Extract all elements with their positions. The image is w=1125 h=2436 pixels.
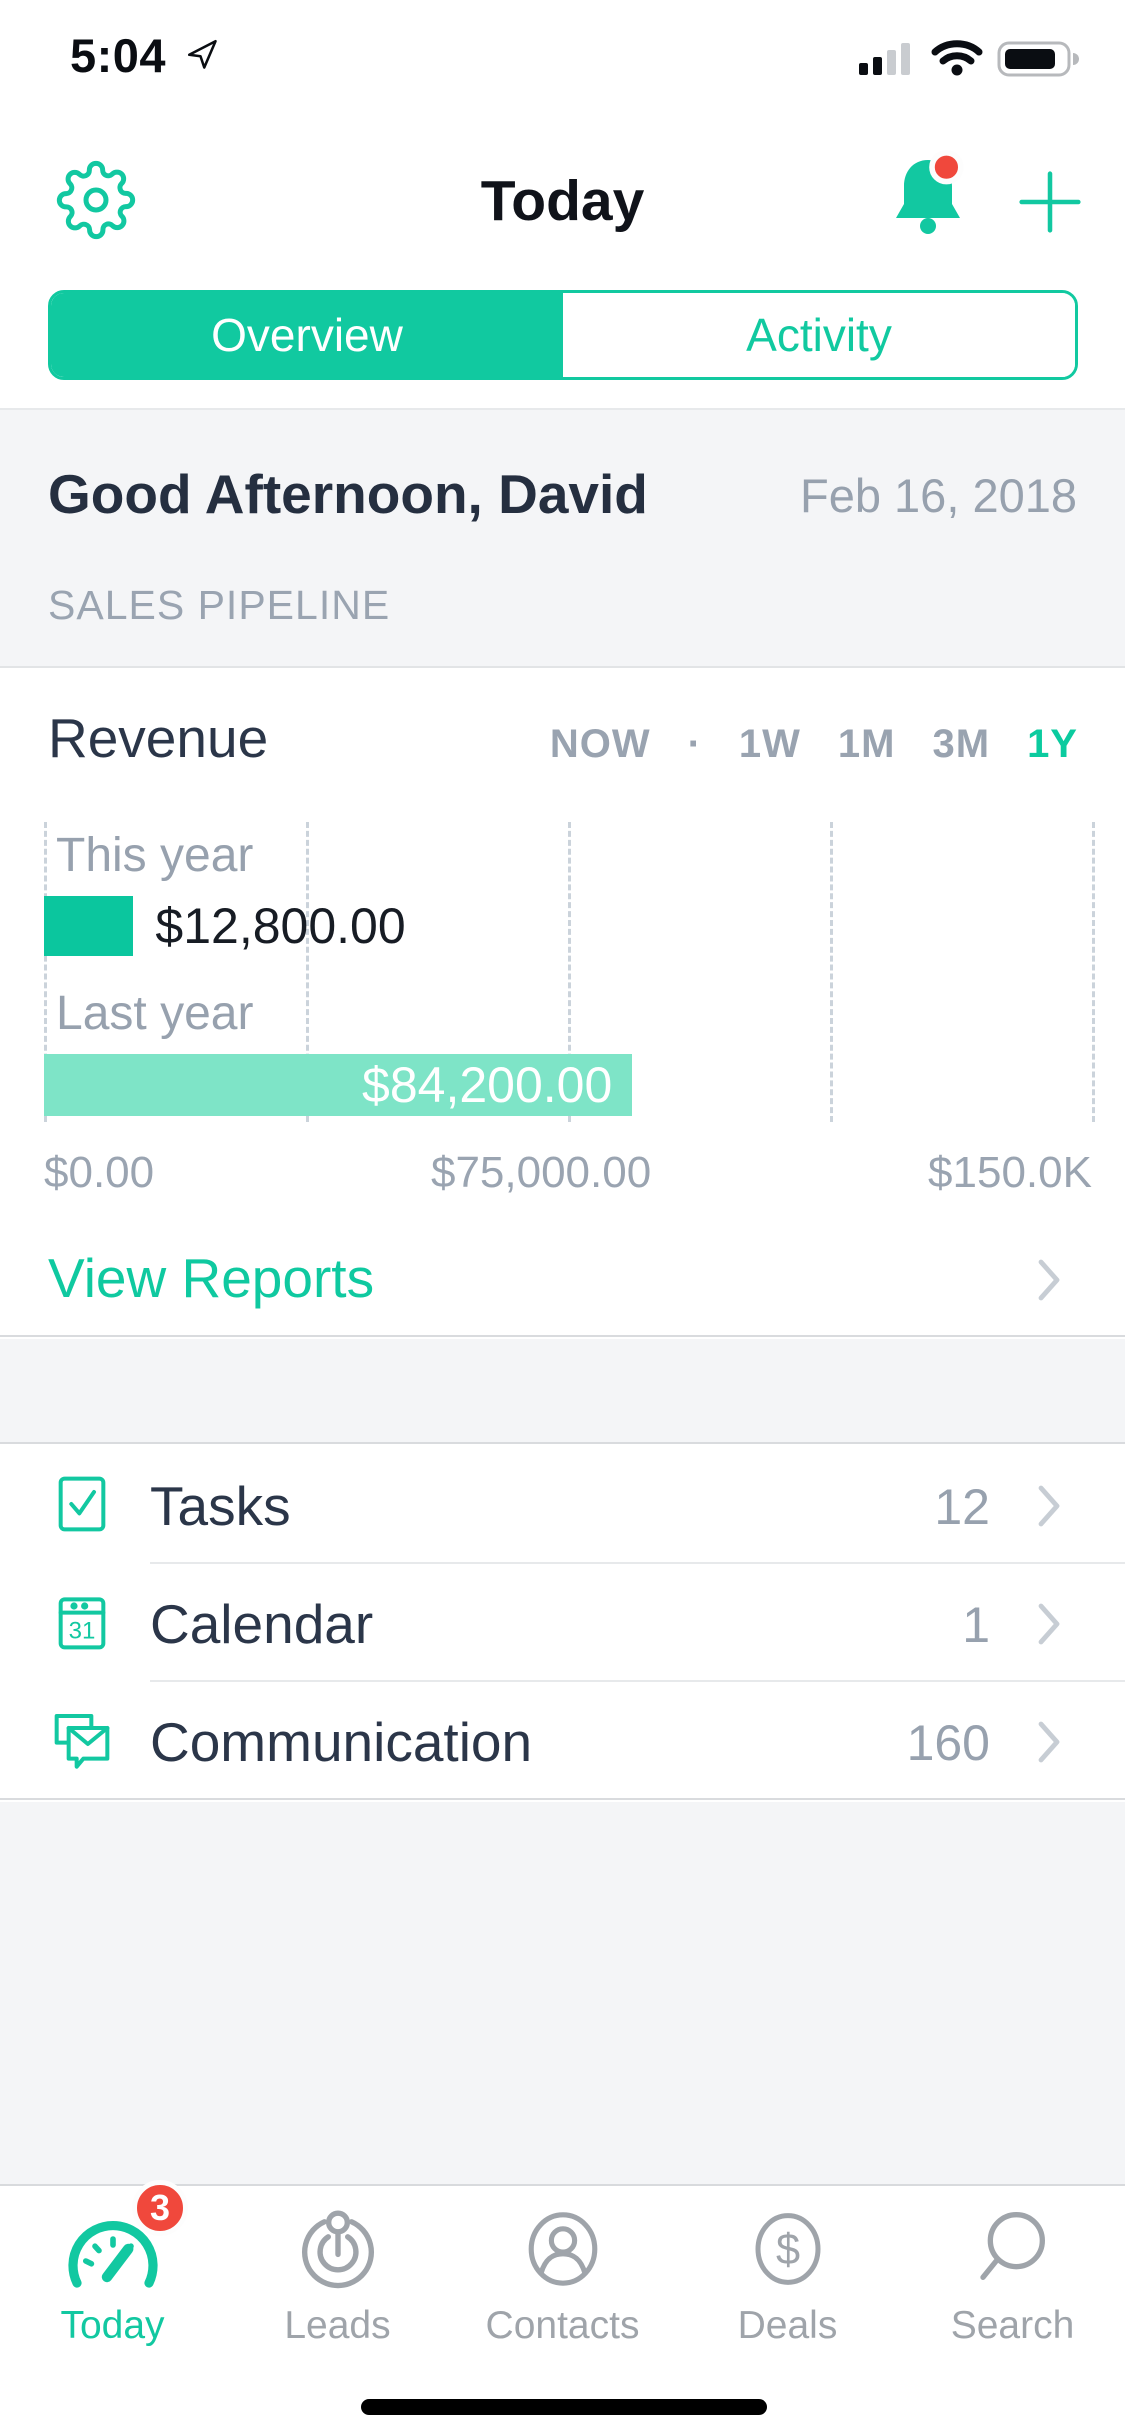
view-reports-row[interactable]: View Reports [0,1220,1125,1337]
chart-gridline [44,822,47,1122]
greeting-section: Good Afternoon, David Feb 16, 2018 SALES… [0,408,1125,668]
chart-gridline [306,822,309,1122]
notification-badge: 3 [132,2180,188,2236]
time-range-selector: NOW · 1W 1M 3M 1Y [550,722,1078,767]
search-icon [979,2211,1045,2280]
tab-leads[interactable]: Leads [225,2186,450,2436]
communication-label: Communication [150,1711,533,1773]
view-reports-link[interactable]: View Reports [48,1247,375,1309]
chart-x-axis: $0.00 $75,000.00 $150.0K [44,1148,1092,1198]
communication-icon [54,1714,110,1769]
home-indicator[interactable] [361,2399,767,2415]
range-3m[interactable]: 3M [932,722,991,766]
bar-value-last-year: $84,200.00 [362,1057,613,1113]
communication-row[interactable]: Communication 160 [0,1682,1125,1800]
category-label-last-year: Last year [56,987,254,1040]
bar-this-year [44,896,134,956]
greeting-text: Good Afternoon, David [48,463,648,525]
tasks-checkbox-icon [58,1476,106,1532]
range-1y-selected[interactable]: 1Y [1027,722,1078,766]
chevron-right-icon [1038,1603,1060,1645]
cellular-signal-icon [859,43,910,75]
calendar-count: 1 [962,1597,990,1653]
sales-pipeline-label: SALES PIPELINE [48,582,391,628]
wifi-icon [931,40,983,76]
row-divider [150,1562,1125,1564]
svg-text:$: $ [775,2226,799,2274]
bar-value-this-year: $12,800.00 [155,898,406,954]
leads-pin-icon [301,2210,374,2289]
overview-activity-segmented-control: Overview Activity [48,290,1078,380]
tasks-count: 12 [934,1479,990,1535]
dollar-circle-icon: $ [755,2213,820,2285]
tab-today[interactable]: 3 Today [0,2180,225,2436]
axis-tick-mid: $75,000.00 [430,1148,652,1197]
current-date: Feb 16, 2018 [800,469,1077,522]
location-arrow-icon [187,39,217,69]
svg-text:31: 31 [69,1618,96,1645]
tab-overview[interactable]: Overview [51,293,563,377]
tab-contacts[interactable]: Contacts [450,2186,675,2436]
notifications-bell-icon[interactable] [880,148,976,252]
tab-deals-label: Deals [737,2304,838,2347]
axis-tick-max: $150.0K [928,1148,1092,1197]
section-spacer [0,1339,1125,1444]
bar-last-year: $84,200.00 [44,1054,633,1116]
add-plus-icon[interactable] [1016,168,1084,236]
settings-gear-icon[interactable] [56,160,136,240]
tasks-row[interactable]: Tasks 12 [0,1446,1125,1564]
chevron-right-icon [1038,1259,1060,1301]
range-separator-dot: · [687,722,702,766]
bottom-tab-bar: 3 Today Leads Contact [0,2180,1125,2436]
range-1m[interactable]: 1M [837,722,896,766]
tab-activity[interactable]: Activity [563,293,1075,377]
chevron-right-icon [1038,1721,1060,1763]
row-divider [150,1680,1125,1682]
gauge-icon [67,2221,158,2288]
tab-search[interactable]: Search [900,2186,1125,2436]
axis-tick-min: $0.00 [44,1148,155,1197]
communication-count: 160 [906,1715,990,1771]
range-now[interactable]: NOW [549,722,651,766]
revenue-bar-chart: This year $12,800.00 Last year $84,200.0… [44,822,1095,1122]
chart-gridline [1092,822,1095,1122]
calendar-icon: 31 [58,1597,106,1650]
tab-leads-label: Leads [284,2304,391,2347]
calendar-label: Calendar [150,1593,374,1655]
chart-gridline [568,822,571,1122]
revenue-section-title: Revenue [48,707,269,769]
battery-icon [997,41,1079,77]
tab-deals[interactable]: $ Deals [675,2186,900,2436]
range-1w[interactable]: 1W [738,722,801,766]
chart-gridline [830,822,833,1122]
category-label-this-year: This year [56,829,254,882]
tasks-label: Tasks [150,1475,291,1537]
contact-person-icon [528,2212,597,2286]
page-title: Today [480,169,645,233]
tab-contacts-label: Contacts [485,2304,640,2347]
chevron-right-icon [1038,1485,1060,1527]
calendar-row[interactable]: 31 Calendar 1 [0,1564,1125,1682]
tab-today-label: Today [60,2304,165,2347]
clock: 5:04 [70,29,167,82]
tab-search-label: Search [950,2304,1075,2347]
empty-background-area [0,1802,1125,2184]
